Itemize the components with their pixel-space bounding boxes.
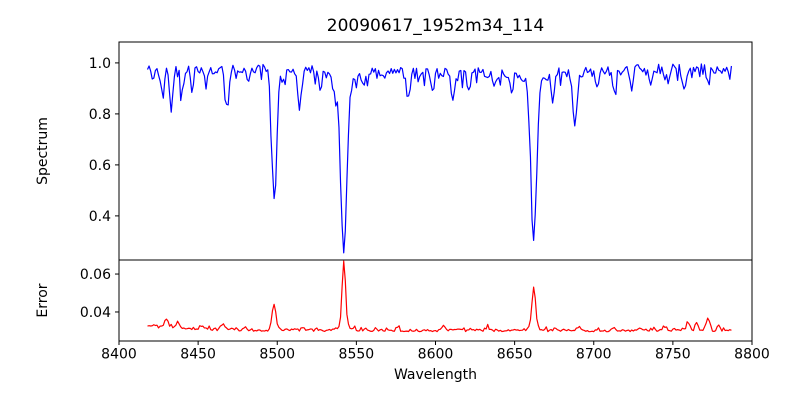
spectrum-y-tick-label: 0.4 <box>89 209 111 225</box>
spectrum-y-tick-label: 0.8 <box>89 107 111 123</box>
x-tick-label: 8450 <box>180 347 216 363</box>
spectrum-line <box>146 63 733 254</box>
error-y-axis-label: Error <box>35 283 51 317</box>
x-tick-label: 8650 <box>497 347 533 363</box>
error-y-tick-label: 0.04 <box>80 305 111 321</box>
x-tick-label: 8500 <box>259 347 295 363</box>
spectrum-y-tick-label: 1.0 <box>89 56 111 72</box>
x-tick-label: 8400 <box>101 347 137 363</box>
x-tick-label: 8800 <box>734 347 770 363</box>
error-panel: 0.04 0.06 Error <box>35 259 753 342</box>
error-y-tick-label: 0.06 <box>80 267 111 283</box>
spectrum-panel: 0.4 0.6 0.8 1.0 Spectrum <box>35 41 753 261</box>
x-axis-label: Wavelength <box>394 367 477 383</box>
x-tick-label: 8600 <box>418 347 454 363</box>
spectrum-panel-ticks: 0.4 0.6 0.8 1.0 <box>89 56 119 225</box>
x-tick-label: 8750 <box>655 347 691 363</box>
error-panel-ticks: 0.04 0.06 <box>80 267 119 321</box>
spectrum-y-tick-label: 0.6 <box>89 158 111 174</box>
chart-title: 20090617_1952m34_114 <box>327 16 544 36</box>
x-tick-label: 8700 <box>576 347 612 363</box>
x-axis-ticks: 8400 8450 8500 8550 8600 8650 8700 8750 8800 <box>101 341 770 363</box>
spectrum-y-axis-label: Spectrum <box>35 117 51 185</box>
error-line <box>147 260 732 333</box>
x-tick-label: 8550 <box>339 347 375 363</box>
